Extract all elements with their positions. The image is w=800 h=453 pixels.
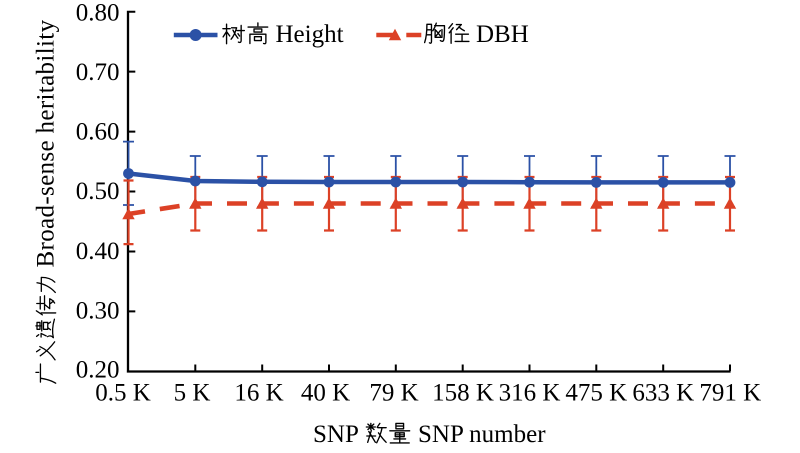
svg-text:40 K: 40 K [301,380,350,407]
svg-text:16 K: 16 K [234,380,283,407]
svg-text:158 K: 158 K [432,380,494,407]
svg-text:475 K: 475 K [565,380,627,407]
svg-text:Height: Height [276,21,344,48]
svg-text:0.50: 0.50 [76,178,120,205]
svg-text:0.70: 0.70 [76,59,120,86]
svg-text:0.20: 0.20 [76,356,120,383]
svg-text:0.60: 0.60 [76,119,120,146]
svg-text:0.5 K: 0.5 K [95,380,151,407]
svg-text:SNP: SNP [313,421,359,448]
svg-text:316 K: 316 K [499,380,561,407]
svg-text:0.40: 0.40 [76,238,120,265]
svg-text:DBH: DBH [476,21,529,48]
svg-text:0.80: 0.80 [76,0,120,27]
svg-text:Broad-sense heritability: Broad-sense heritability [33,19,60,267]
svg-text:79 K: 79 K [369,380,418,407]
svg-text:SNP number: SNP number [418,421,546,448]
svg-text:0.30: 0.30 [76,297,120,324]
svg-text:791 K: 791 K [699,380,761,407]
svg-text:5 K: 5 K [174,380,211,407]
svg-text:633 K: 633 K [632,380,694,407]
